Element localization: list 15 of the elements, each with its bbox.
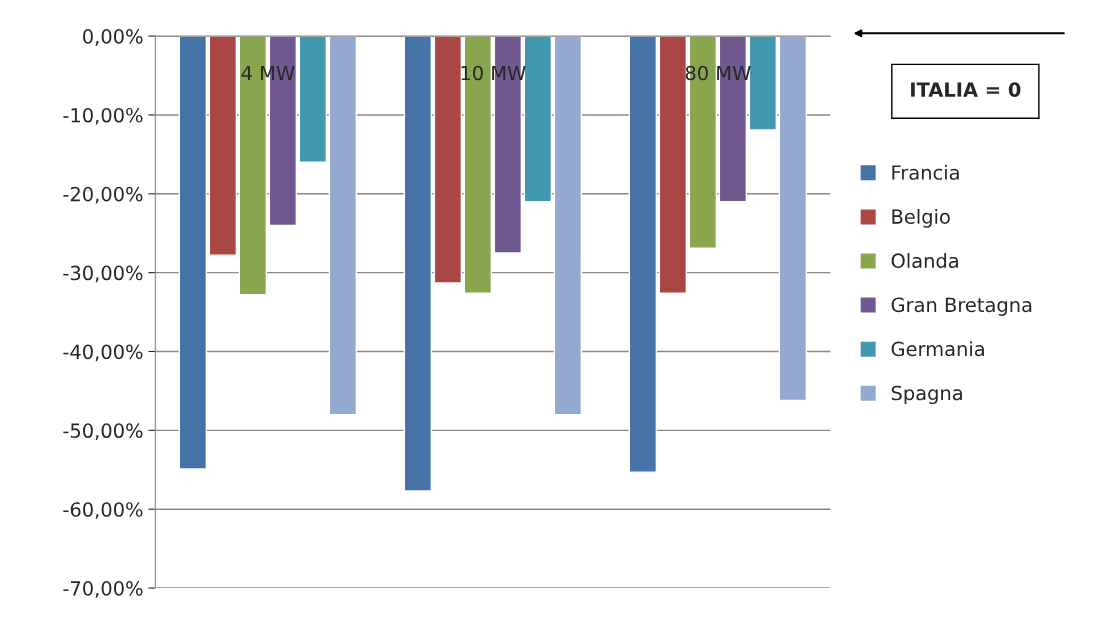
legend-label: Gran Bretagna (891, 297, 1032, 316)
y-tick-label: -40,00% (63, 344, 143, 362)
y-tick-label: -50,00% (63, 423, 143, 440)
legend-label: Belgio (892, 208, 950, 228)
y-tick-label: -20,00% (63, 186, 143, 204)
y-tick-label: -10,00% (63, 107, 143, 125)
y-tick-label: -60,00% (63, 502, 143, 519)
y-tick-label: -70,00% (63, 581, 143, 598)
y-tick-label: -30,00% (63, 265, 143, 283)
text: ITALIA = 0 (911, 82, 1021, 97)
legend-label: Spagna (891, 385, 962, 405)
y-tick-label: 0,00% (83, 29, 143, 46)
legend-label: Olanda (891, 253, 958, 269)
legend-label: Francia (892, 164, 959, 180)
legend-label: Germania (891, 341, 984, 357)
